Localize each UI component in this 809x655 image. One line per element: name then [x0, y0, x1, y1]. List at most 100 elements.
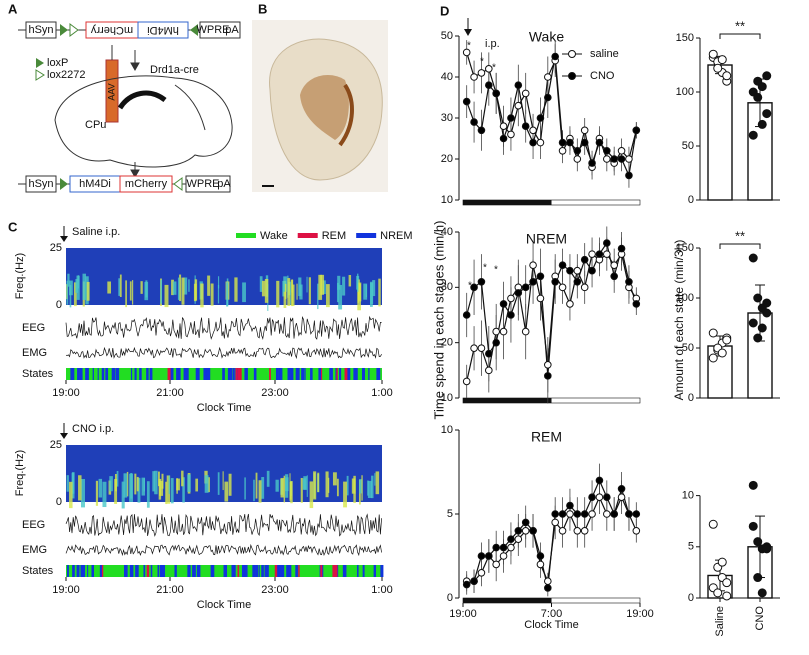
state-segment — [124, 565, 128, 577]
annotation: * — [483, 263, 487, 274]
data-point — [580, 283, 589, 292]
spectrogram-band — [164, 284, 169, 308]
state-segment — [342, 565, 347, 577]
data-point — [566, 138, 574, 147]
spectrogram-band — [121, 481, 125, 509]
spectrogram-band — [217, 276, 220, 289]
data-point — [514, 81, 523, 89]
y-tick-label: 40 — [441, 226, 453, 238]
data-point — [462, 377, 471, 386]
spectrogram-band — [71, 473, 75, 499]
data-point — [753, 573, 763, 583]
spectrogram-band — [130, 472, 133, 499]
spectrogram-band — [165, 481, 168, 505]
data-point — [603, 250, 611, 258]
y-tick-label: 30 — [441, 281, 453, 293]
row-label: EEG — [22, 519, 45, 531]
significance-bracket — [719, 33, 761, 39]
spectrogram-band — [118, 278, 121, 296]
chart-title: REM — [531, 429, 562, 445]
annotation: * — [480, 57, 484, 68]
state-segment — [177, 368, 181, 380]
state-segment — [336, 368, 338, 380]
y-tick-label: 10 — [441, 194, 453, 206]
data-point — [485, 81, 493, 89]
legend-label: Wake — [260, 230, 288, 242]
spectrogram-band — [217, 472, 220, 495]
spectrogram — [66, 445, 382, 502]
spectrogram-band — [204, 475, 209, 493]
state-segment — [232, 368, 235, 380]
data-point — [558, 138, 567, 147]
data-point — [610, 272, 618, 281]
data-point — [580, 510, 589, 518]
state-segment — [237, 368, 242, 380]
legend-marker — [568, 72, 576, 80]
state-segment — [380, 565, 383, 577]
data-point — [708, 353, 718, 363]
spectrogram-band — [371, 475, 374, 499]
data-point — [748, 521, 758, 531]
row-label: States — [22, 368, 54, 380]
state-segment — [187, 368, 189, 380]
data-point — [477, 126, 486, 135]
data-point — [462, 97, 471, 106]
state-segment — [310, 368, 313, 380]
state-segment — [278, 565, 283, 577]
data-point — [529, 261, 537, 270]
data-point — [573, 147, 582, 155]
spectrogram-band — [378, 278, 381, 307]
data-point — [514, 535, 523, 544]
spectrogram-band — [266, 470, 270, 487]
state-segment — [227, 368, 232, 380]
data-point — [632, 126, 641, 135]
data-point — [462, 48, 471, 57]
data-point — [470, 73, 478, 81]
spectrogram-band — [114, 479, 118, 504]
state-segment — [82, 565, 86, 577]
state-segment — [318, 368, 322, 380]
data-point — [507, 543, 515, 552]
data-point — [551, 510, 559, 518]
spectrogram-band — [222, 471, 224, 491]
spectrogram-band — [332, 472, 337, 486]
legend-marker — [568, 50, 576, 58]
panel-b-image — [252, 20, 388, 192]
spectrogram-band — [308, 277, 311, 305]
dark-phase — [463, 398, 552, 403]
data-point — [603, 155, 611, 163]
spectrogram-band — [195, 478, 199, 492]
spectrogram-band — [137, 477, 141, 503]
data-point — [521, 518, 530, 527]
data-point — [748, 480, 758, 490]
data-point — [536, 138, 545, 147]
state-segment — [91, 565, 94, 577]
state-segment — [79, 368, 83, 380]
spectrogram-band — [309, 481, 314, 509]
spectrogram-band — [303, 476, 308, 490]
y-tick-label: 40 — [441, 71, 453, 83]
data-point — [485, 349, 493, 358]
state-segment — [67, 565, 69, 577]
state-segment — [288, 565, 292, 577]
legend-label: CNO — [590, 70, 615, 82]
spectrogram-band — [86, 281, 90, 301]
state-segment — [134, 368, 137, 380]
spectrogram-band — [224, 481, 229, 502]
state-segment — [170, 368, 174, 380]
data-point — [588, 493, 596, 502]
state-segment — [320, 565, 323, 577]
row-label: States — [22, 565, 54, 577]
state-segment — [70, 368, 75, 380]
x-axis-label: Clock Time — [197, 599, 251, 611]
spectrogram-band — [69, 481, 73, 509]
spectrogram-band — [306, 276, 308, 293]
state-segment — [111, 368, 116, 380]
data-point — [753, 293, 763, 303]
data-point — [603, 510, 611, 518]
spectrogram-band — [372, 280, 376, 297]
spectrogram-band — [152, 471, 155, 492]
state-segment — [206, 368, 211, 380]
x-tick-label: 19:00 — [449, 608, 477, 620]
spectrogram-band — [317, 283, 319, 310]
